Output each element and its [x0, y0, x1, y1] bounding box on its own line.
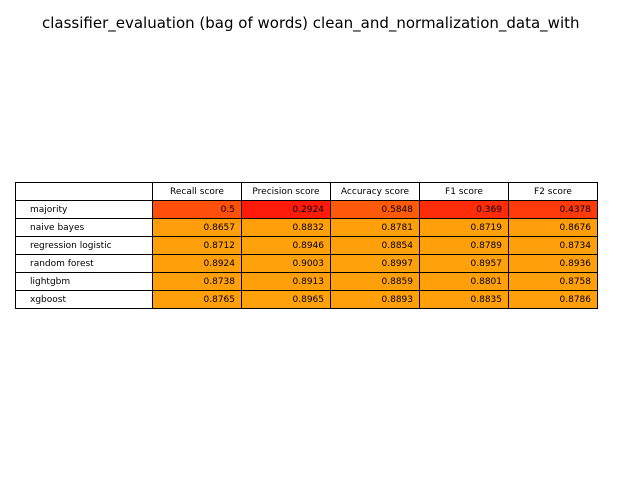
table-cell: 0.9003 [241, 254, 331, 273]
column-header: Recall score [152, 182, 242, 201]
chart-title: classifier_evaluation (bag of words) cle… [42, 14, 580, 32]
table-corner [15, 182, 153, 201]
results-table-container: Recall score Precision score Accuracy scor… [15, 182, 598, 309]
table-cell: 0.8801 [419, 272, 509, 291]
table-cell: 0.8676 [508, 218, 598, 237]
column-header: F1 score [419, 182, 509, 201]
table-cell: 0.8734 [508, 236, 598, 255]
table-cell: 0.369 [419, 200, 509, 219]
table-row: majority 0.5 0.2924 0.5848 0.369 0.4378 [15, 200, 598, 219]
table-cell: 0.5848 [330, 200, 420, 219]
table-cell: 0.8859 [330, 272, 420, 291]
table-row: regression logistic 0.8712 0.8946 0.8854 0.8… [15, 236, 598, 255]
table-cell: 0.8758 [508, 272, 598, 291]
table-cell: 0.8946 [241, 236, 331, 255]
row-label: xgboost [15, 290, 153, 309]
table-cell: 0.8765 [152, 290, 242, 309]
table-cell: 0.8957 [419, 254, 509, 273]
table-cell: 0.8712 [152, 236, 242, 255]
table-cell: 0.5 [152, 200, 242, 219]
table-cell: 0.8835 [419, 290, 509, 309]
table-cell: 0.8965 [241, 290, 331, 309]
table-row: lightgbm 0.8738 0.8913 0.8859 0.8801 0.8758 [15, 272, 598, 291]
table-cell: 0.2924 [241, 200, 331, 219]
table-cell: 0.8936 [508, 254, 598, 273]
table-cell: 0.8781 [330, 218, 420, 237]
table-cell: 0.8924 [152, 254, 242, 273]
table-cell: 0.8657 [152, 218, 242, 237]
table-cell: 0.8893 [330, 290, 420, 309]
results-table: Recall score Precision score Accuracy scor… [15, 182, 598, 309]
table-row: xgboost 0.8765 0.8965 0.8893 0.8835 0.8786 [15, 290, 598, 309]
table-row: random forest 0.8924 0.9003 0.8997 0.8957 0.8… [15, 254, 598, 273]
row-label: random forest [15, 254, 153, 273]
table-cell: 0.8832 [241, 218, 331, 237]
table-cell: 0.4378 [508, 200, 598, 219]
column-header: Accuracy score [330, 182, 420, 201]
table-cell: 0.8789 [419, 236, 509, 255]
column-header: F2 score [508, 182, 598, 201]
row-label: naive bayes [15, 218, 153, 237]
table-cell: 0.8738 [152, 272, 242, 291]
row-label: majority [15, 200, 153, 219]
column-header: Precision score [241, 182, 331, 201]
table-body: majority 0.5 0.2924 0.5848 0.369 0.4378 naive … [15, 200, 598, 309]
table-row: naive bayes 0.8657 0.8832 0.8781 0.8719 0.867… [15, 218, 598, 237]
row-label: lightgbm [15, 272, 153, 291]
row-label: regression logistic [15, 236, 153, 255]
table-cell: 0.8786 [508, 290, 598, 309]
table-cell: 0.8913 [241, 272, 331, 291]
table-cell: 0.8997 [330, 254, 420, 273]
table-cell: 0.8854 [330, 236, 420, 255]
table-cell: 0.8719 [419, 218, 509, 237]
header-row: Recall score Precision score Accuracy scor… [15, 182, 598, 201]
